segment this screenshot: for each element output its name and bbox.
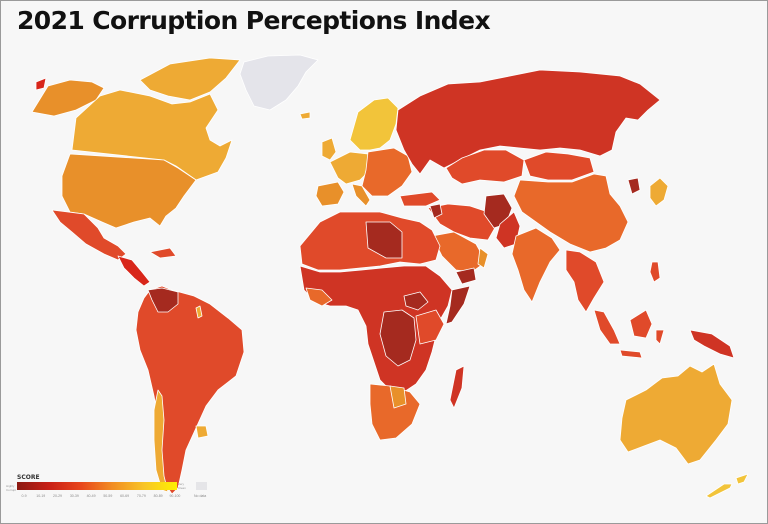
legend-tick: 10-19 bbox=[36, 494, 46, 498]
region-greenland[interactable] bbox=[239, 54, 319, 111]
region-new-zealand[interactable] bbox=[705, 483, 733, 499]
region-south-sudan[interactable] bbox=[403, 291, 429, 311]
legend-low-label: Highly Corrupt bbox=[6, 484, 17, 492]
region-sumatra[interactable] bbox=[593, 309, 621, 345]
region-libya[interactable] bbox=[365, 221, 403, 259]
legend-tick: 20-29 bbox=[53, 494, 62, 498]
legend-no-data-swatch bbox=[196, 482, 207, 490]
region-central-america[interactable] bbox=[117, 255, 151, 287]
region-eastern-europe[interactable] bbox=[361, 147, 413, 197]
region-chile[interactable] bbox=[153, 389, 169, 493]
region-iberia[interactable] bbox=[315, 181, 345, 207]
legend-no-data-label: No data bbox=[194, 494, 207, 498]
region-australia[interactable] bbox=[619, 363, 733, 465]
region-turkey[interactable] bbox=[399, 191, 441, 207]
region-middle-east[interactable] bbox=[427, 203, 497, 241]
region-philippines bbox=[649, 261, 661, 283]
region-yemen[interactable] bbox=[455, 267, 477, 285]
legend-tick: 50-59 bbox=[103, 494, 113, 498]
region-china[interactable] bbox=[513, 173, 629, 253]
region-caribbean bbox=[149, 247, 177, 259]
region-sulawesi bbox=[655, 329, 665, 345]
region-venezuela[interactable] bbox=[147, 287, 179, 313]
region-japan[interactable] bbox=[649, 177, 669, 207]
region-dr-congo[interactable] bbox=[379, 309, 417, 367]
legend-heading: SCORE bbox=[17, 474, 40, 481]
region-uk bbox=[321, 137, 337, 161]
page-title: 2021 Corruption Perceptions Index bbox=[17, 6, 491, 35]
region-russia[interactable] bbox=[395, 69, 661, 175]
region-new-zealand-north bbox=[735, 473, 749, 485]
region-alaska[interactable] bbox=[31, 79, 105, 117]
legend-tick: 80-89 bbox=[153, 494, 163, 498]
region-madagascar[interactable] bbox=[449, 365, 465, 409]
region-uruguay[interactable] bbox=[195, 425, 209, 439]
legend-tick: 0-9 bbox=[21, 494, 27, 498]
region-guianas bbox=[195, 305, 203, 319]
legend-tick: 90-100 bbox=[169, 494, 181, 498]
map-legend: SCORE Highly Corrupt Very Clean 0-9 10-1… bbox=[6, 474, 218, 514]
region-syria bbox=[429, 203, 443, 219]
region-saudi-arabia[interactable] bbox=[431, 231, 487, 273]
region-iceland bbox=[299, 111, 311, 120]
region-southeast-asia[interactable] bbox=[565, 249, 605, 313]
region-east-africa bbox=[415, 309, 445, 345]
region-west-africa bbox=[305, 287, 333, 307]
legend-tick: 40-49 bbox=[86, 494, 96, 498]
region-india[interactable] bbox=[511, 227, 561, 303]
region-alaska-island bbox=[35, 77, 47, 91]
region-united-states[interactable] bbox=[61, 153, 197, 229]
legend-high-label: Very Clean bbox=[178, 482, 186, 490]
region-java bbox=[619, 349, 643, 359]
region-papua-new-guinea[interactable] bbox=[689, 329, 735, 359]
region-south-america[interactable] bbox=[135, 285, 245, 495]
region-canada-arctic bbox=[139, 57, 241, 101]
legend-tick: 60-69 bbox=[120, 494, 130, 498]
region-kazakhstan[interactable] bbox=[445, 149, 525, 185]
region-borneo bbox=[629, 309, 653, 339]
region-nordics[interactable] bbox=[349, 97, 399, 151]
legend-tick: 70-79 bbox=[136, 494, 146, 498]
region-italy bbox=[351, 183, 371, 207]
region-somalia[interactable] bbox=[445, 285, 471, 325]
legend-tick: 30-39 bbox=[69, 494, 79, 498]
region-mongolia[interactable] bbox=[523, 151, 595, 181]
region-north-korea[interactable] bbox=[627, 177, 641, 195]
region-botswana bbox=[389, 385, 407, 409]
legend-gradient-bar bbox=[17, 482, 177, 490]
legend-ticks: 0-9 10-19 20-29 30-39 40-49 50-59 60-69 … bbox=[17, 494, 182, 498]
region-oman bbox=[477, 247, 489, 269]
